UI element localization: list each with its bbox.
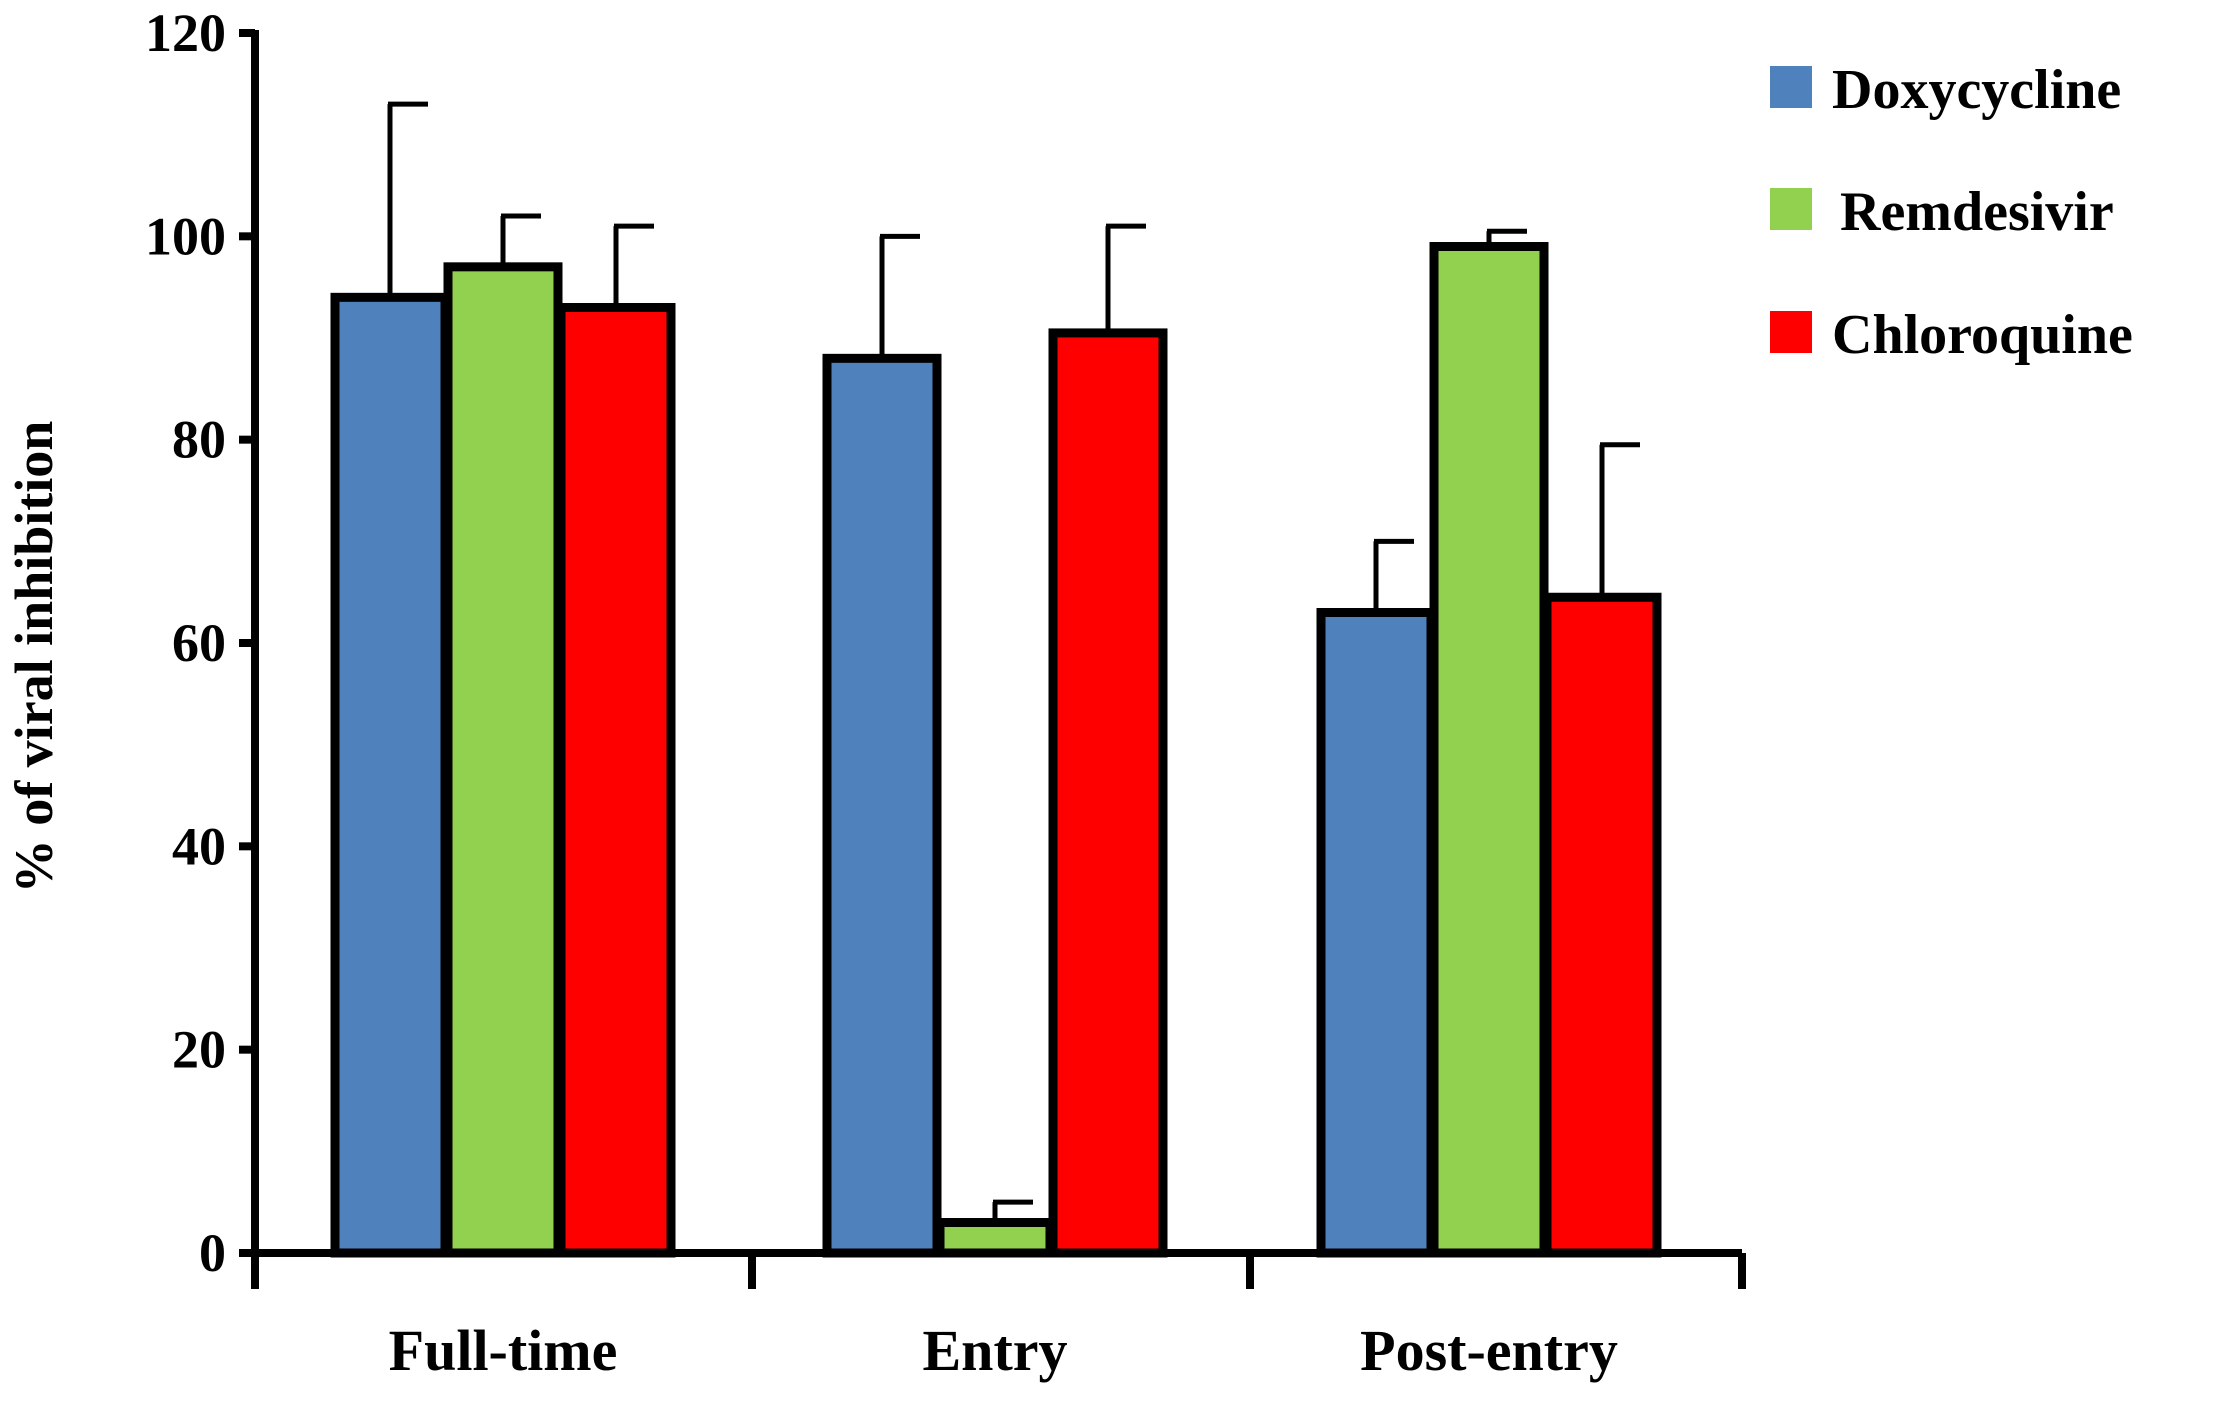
x-tick-label: Full-time <box>389 1318 618 1383</box>
y-axis-title: % of viral inhibition <box>4 421 64 894</box>
y-tick-label: 40 <box>172 816 226 876</box>
x-tick-label: Entry <box>923 1318 1068 1383</box>
legend-label-chloroquine: Chloroquine <box>1832 304 2133 366</box>
y-tick-label: 0 <box>199 1223 226 1283</box>
bars-layer <box>330 101 1662 1258</box>
legend-swatch-doxycycline <box>1770 66 1812 108</box>
bar-post-entry-doxycycline <box>1316 608 1436 1258</box>
axes-layer: 0 20 40 60 80 100 120 Full-time Entry Post-entry <box>145 3 1746 1383</box>
y-tick-label: 20 <box>172 1020 226 1080</box>
bar-entry-chloroquine <box>1048 328 1168 1258</box>
bar-post-entry-remdesivir <box>1429 242 1549 1258</box>
bar-entry-doxycycline <box>822 353 942 1258</box>
y-tick-label: 120 <box>145 3 226 63</box>
bar-full-time-remdesivir <box>443 262 563 1258</box>
legend-label-remdesivir: Remdesivir <box>1840 181 2114 243</box>
bar-full-time-doxycycline <box>330 292 450 1258</box>
x-tick-label: Post-entry <box>1360 1318 1618 1383</box>
y-tick-label: 80 <box>172 410 226 470</box>
legend-label-doxycycline: Doxycycline <box>1832 59 2121 121</box>
bar-entry-remdesivir <box>935 1218 1055 1258</box>
bar-post-entry-chloroquine <box>1542 592 1662 1258</box>
legend-swatch-remdesivir <box>1770 188 1812 230</box>
bar-full-time-chloroquine <box>556 303 676 1258</box>
y-tick-label: 60 <box>172 613 226 673</box>
legend: Doxycycline Remdesivir Chloroquine <box>1770 59 2133 366</box>
legend-swatch-chloroquine <box>1770 311 1812 353</box>
y-tick-label: 100 <box>145 206 226 266</box>
